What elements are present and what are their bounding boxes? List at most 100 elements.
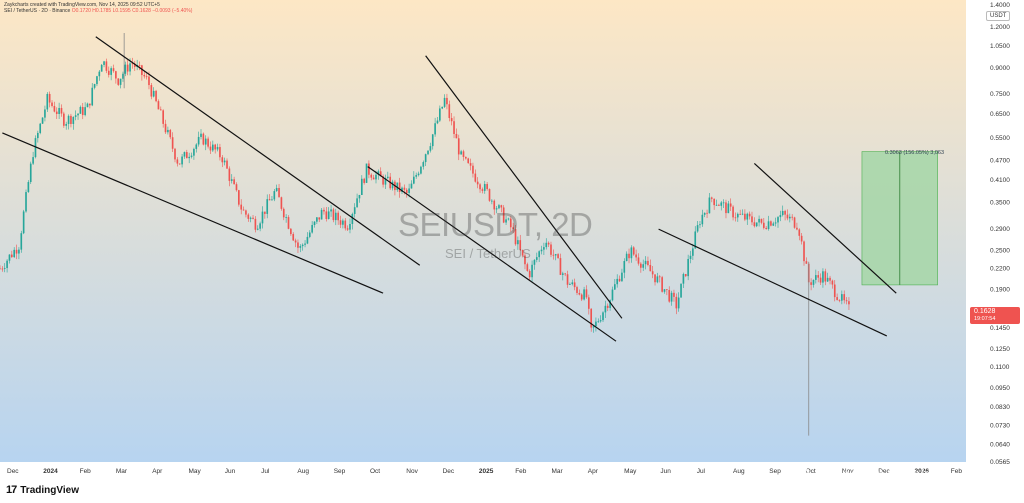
candle-body [271,199,273,201]
candle-body [145,76,148,78]
candle-body [297,242,299,248]
candle-body [587,297,590,309]
y-tick-label: 0.1900 [990,286,1010,293]
price-chart[interactable]: 1.4000 1.2000 1.0500 0.9000 0.7500 0.6500 0.55… [0,0,1024,480]
candle-body [668,290,671,302]
candle-body [256,228,259,230]
candle-body [658,276,661,278]
candle-body [280,197,283,209]
candle-body [60,107,63,114]
candle-body [422,162,425,167]
x-tick-label: Mar [116,468,128,475]
candle-body [592,326,595,328]
candle-body [826,277,829,282]
candle-body [706,212,708,214]
candle-body [552,254,555,256]
candle-body [718,204,720,206]
candle-body [247,214,250,219]
candle-body [98,71,101,77]
candle-body [713,198,715,206]
trendline [753,163,897,294]
candle-body [344,220,347,229]
currency-unit-badge[interactable]: USDT [986,11,1011,21]
candle-body [571,282,574,285]
candle-body [434,123,436,135]
candle-body [673,292,675,297]
x-tick-label: May [624,468,637,475]
candle-body [266,199,269,214]
candle-body [318,217,321,220]
candle-body [67,115,70,124]
candle-body [167,129,169,133]
candle-body [474,173,477,182]
candle-body [337,212,339,221]
trendline [367,166,617,342]
candle-body [687,258,689,277]
candle-body [349,223,351,230]
candle-body [564,273,567,275]
candle-body [261,211,264,224]
candle-body [833,284,836,298]
candle-body [63,113,65,126]
candle-body [46,93,49,110]
candle-body [27,182,30,193]
candle-body [115,71,117,79]
candle-body [339,220,342,225]
candle-body [736,213,739,218]
candle-body [786,214,789,219]
candle-body [819,277,822,283]
coin-logo-icon: ₿ [790,466,810,486]
candle-body [739,213,741,215]
candle-body [453,121,455,134]
candle-body [703,212,706,215]
candle-body [507,218,510,220]
candle-body [410,183,413,189]
candle-body [774,222,777,224]
candle-body [311,224,313,233]
candle-body [502,207,505,223]
candle-body [181,156,183,165]
candle-body [585,289,588,298]
candle-body [803,241,805,262]
candle-body [382,176,384,185]
x-tick-label: Sep [334,468,346,475]
candle-body [157,101,160,110]
candle-body [174,148,176,160]
candle-body [661,277,663,292]
candle-body [460,151,462,155]
x-tick-label: 2024 [43,468,58,475]
candle-body [531,264,533,278]
candle-body [455,133,458,139]
candle-body [252,217,254,219]
candle-body [81,106,84,116]
candle-body [254,218,257,230]
candle-body [817,275,820,278]
candle-body [793,217,796,228]
candle-body [550,244,552,255]
candle-body [150,85,153,97]
x-tick-label: Jun [225,468,236,475]
tradingview-logo[interactable]: 17 TradingView [6,484,79,496]
candle-body [621,272,623,282]
candle-body [559,258,562,275]
candle-body [368,163,370,175]
candle-body [190,155,193,157]
candle-body [755,222,758,227]
candle-body [417,173,420,176]
candle-body [41,117,44,124]
candle-body [476,181,479,185]
x-tick-label: Sep [769,468,781,475]
candle-body [342,220,344,225]
candle-body [611,289,614,301]
candle-body [545,242,548,248]
y-tick-label: 0.9000 [990,65,1010,72]
candle-body [398,182,401,192]
candle-body [848,301,850,305]
candle-body [443,97,446,107]
candle-body [235,184,238,191]
candle-body [200,133,202,137]
candle-body [495,208,498,210]
candle-body [230,179,233,181]
trendline [425,55,623,319]
